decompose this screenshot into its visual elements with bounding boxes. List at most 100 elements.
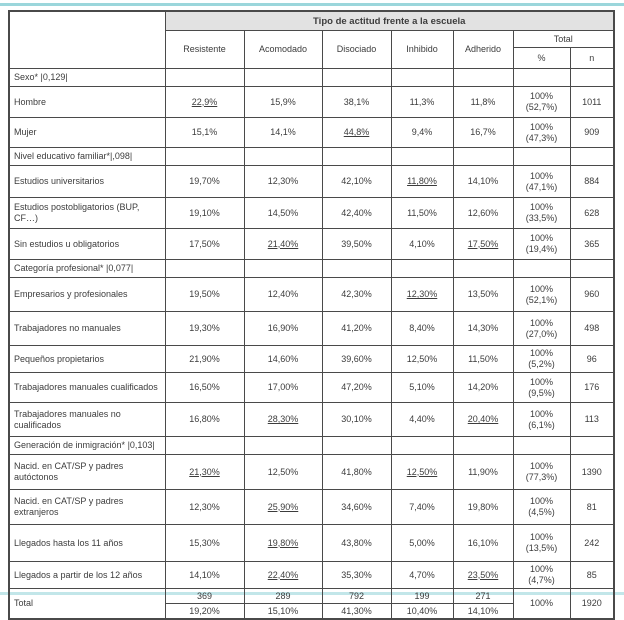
pct-cell: 22,40% (243, 561, 323, 589)
pct-cell: 47,20% (321, 372, 392, 403)
count-cell: 289 (243, 588, 323, 604)
pct-cell: 30,10% (321, 402, 392, 437)
row-trabajadores-manuales-no-cualificados: Trabajadores manuales no cualificados 16… (8, 402, 615, 437)
empty-cell (452, 436, 514, 455)
header-title-row: Tipo de actitud frente a la escuela (8, 10, 615, 69)
empty-cell (243, 436, 323, 455)
col-header-resistente: Resistente (164, 30, 245, 69)
pct-cell: 4,10% (390, 228, 454, 260)
pct-cell: 15,10% (243, 603, 323, 620)
row-trabajadores-no-manuales: Trabajadores no manuales 19,30% 16,90% 4… (8, 311, 615, 346)
empty-cell (569, 436, 615, 455)
total-pct-cell: 100% (512, 588, 571, 620)
row-label: Mujer (8, 117, 166, 148)
count-cell: 369 (164, 588, 245, 604)
row-label: Hombre (8, 86, 166, 118)
pct-cell: 42,40% (321, 197, 392, 229)
col-header-disociado: Disociado (321, 30, 392, 69)
n-cell: 498 (569, 311, 615, 346)
pct-cell: 5,00% (390, 524, 454, 562)
row-label: Trabajadores manuales no cualificados (8, 402, 166, 437)
pct-cell: 5,10% (390, 372, 454, 403)
total-pct-cell: 100% (13,5%) (512, 524, 571, 562)
row-estudios-universitarios: Estudios universitarios 19,70% 12,30% 42… (8, 165, 615, 198)
empty-cell (321, 68, 392, 87)
pct-cell: 43,80% (321, 524, 392, 562)
pct-cell: 44,8% (321, 117, 392, 148)
n-cell: 81 (569, 489, 615, 525)
n-cell: 1011 (569, 86, 615, 118)
pct-cell: 22,9% (164, 86, 245, 118)
total-pct-cell: 100% (47,3%) (512, 117, 571, 148)
row-llegados-a-partir-12: Llegados a partir de los 12 años 14,10% … (8, 561, 615, 589)
row-pequenos-propietarios: Pequeños propietarios 21,90% 14,60% 39,6… (8, 345, 615, 373)
row-label: Llegados a partir de los 12 años (8, 561, 166, 589)
pct-cell: 13,50% (452, 277, 514, 312)
pct-cell: 25,90% (243, 489, 323, 525)
pct-cell: 19,20% (164, 603, 245, 620)
pct-cell: 14,10% (452, 165, 514, 198)
empty-cell (452, 259, 514, 278)
total-pct-cell: 100% (52,7%) (512, 86, 571, 118)
section-label: Nivel educativo familiar*|,098| (8, 147, 166, 166)
section-header-sexo: Sexo* |0,129| (8, 68, 615, 87)
pct-cell: 19,30% (164, 311, 245, 346)
pct-cell: 23,50% (452, 561, 514, 589)
total-pct-cell: 100% (5,2%) (512, 345, 571, 373)
total-pct-cell: 100% (52,1%) (512, 277, 571, 312)
empty-cell (512, 436, 571, 455)
empty-cell (164, 68, 245, 87)
total-pct-cell: 100% (27,0%) (512, 311, 571, 346)
pct-cell: 12,40% (243, 277, 323, 312)
n-cell: 1920 (569, 588, 615, 620)
total-pct-cell: 100% (47,1%) (512, 165, 571, 198)
empty-cell (243, 259, 323, 278)
pct-cell: 14,10% (164, 561, 245, 589)
row-total: Total 369 289 792 199 271 100% 1920 (8, 588, 615, 620)
pct-cell: 15,30% (164, 524, 245, 562)
n-cell: 960 (569, 277, 615, 312)
n-cell: 96 (569, 345, 615, 373)
pct-cell: 17,50% (452, 228, 514, 260)
empty-cell (243, 68, 323, 87)
pct-cell: 21,90% (164, 345, 245, 373)
pct-cell: 34,60% (321, 489, 392, 525)
count-cell: 199 (390, 588, 454, 604)
empty-cell (569, 259, 615, 278)
pct-cell: 12,30% (164, 489, 245, 525)
pct-cell: 12,50% (390, 454, 454, 490)
pct-cell: 19,80% (452, 489, 514, 525)
row-label: Sin estudios u obligatorios (8, 228, 166, 260)
pct-cell: 17,50% (164, 228, 245, 260)
pct-cell: 14,1% (243, 117, 323, 148)
row-label: Pequeños propietarios (8, 345, 166, 373)
pct-cell: 11,3% (390, 86, 454, 118)
pct-cell: 7,40% (390, 489, 454, 525)
pct-cell: 42,10% (321, 165, 392, 198)
col-header-total-pct: % (512, 47, 571, 69)
pct-cell: 12,30% (243, 165, 323, 198)
empty-cell (390, 147, 454, 166)
pct-cell: 12,50% (390, 345, 454, 373)
pct-cell: 39,50% (321, 228, 392, 260)
pct-cell: 12,30% (390, 277, 454, 312)
section-label: Sexo* |0,129| (8, 68, 166, 87)
empty-cell (164, 259, 245, 278)
row-label: Estudios universitarios (8, 165, 166, 198)
empty-cell (452, 68, 514, 87)
pct-cell: 15,9% (243, 86, 323, 118)
row-empresarios-y-profesionales: Empresarios y profesionales 19,50% 12,40… (8, 277, 615, 312)
total-pct-cell: 100% (4,7%) (512, 561, 571, 589)
pct-cell: 19,80% (243, 524, 323, 562)
empty-cell (569, 147, 615, 166)
n-cell: 242 (569, 524, 615, 562)
empty-cell (164, 436, 245, 455)
row-mujer: Mujer 15,1% 14,1% 44,8% 9,4% 16,7% 100% … (8, 117, 615, 148)
empty-cell (569, 68, 615, 87)
pct-cell: 28,30% (243, 402, 323, 437)
pct-cell: 14,10% (452, 603, 514, 620)
pct-cell: 9,4% (390, 117, 454, 148)
pct-cell: 16,10% (452, 524, 514, 562)
empty-cell (321, 147, 392, 166)
row-label: Nacid. en CAT/SP y padres autóctonos (8, 454, 166, 490)
